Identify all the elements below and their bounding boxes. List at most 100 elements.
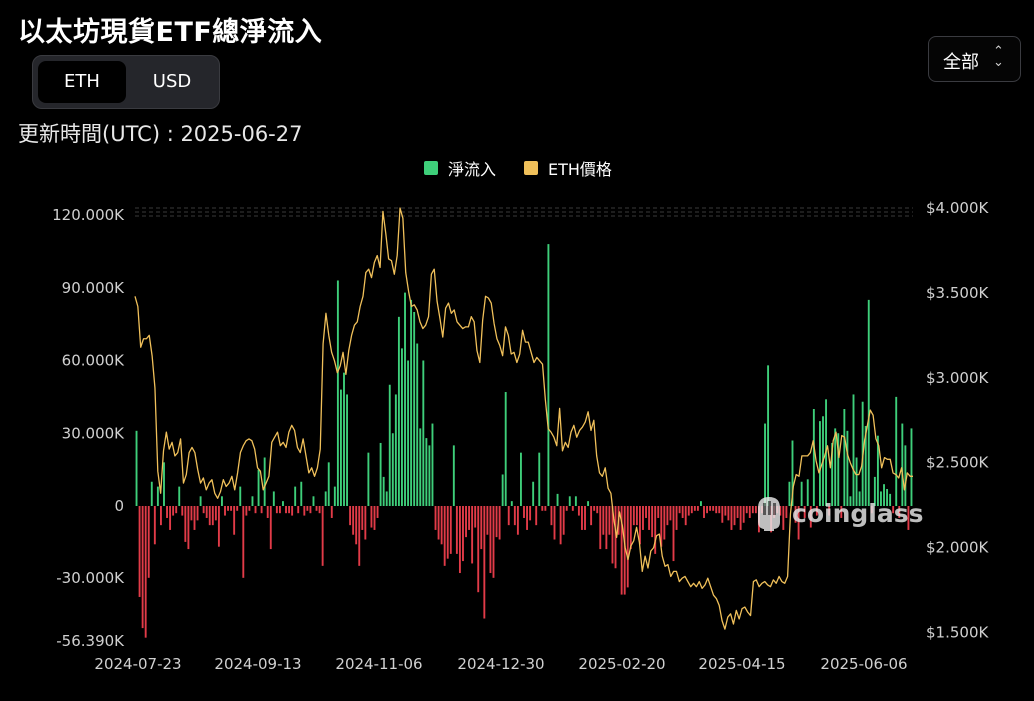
watermark: coinglass (752, 494, 923, 532)
outflow-bar (172, 506, 175, 516)
eth-price-line (134, 207, 913, 630)
inflow-bar (876, 435, 879, 506)
outflow-bar (666, 506, 669, 526)
usd-toggle-button[interactable]: USD (152, 71, 192, 92)
outflow-bar (260, 506, 263, 514)
outflow-bar (483, 506, 486, 619)
outflow-bar (495, 506, 498, 538)
outflow-bar (571, 506, 574, 511)
outflow-bar (291, 506, 294, 516)
legend-item-price[interactable]: ETH價格 (524, 156, 612, 180)
inflow-bar (452, 445, 455, 507)
legend-item-inflow[interactable]: 淨流入 (424, 156, 496, 180)
left-tick-label: 90.000K (62, 279, 125, 297)
left-tick-label: 0 (114, 497, 124, 515)
inflow-bar (889, 493, 892, 507)
outflow-bar (373, 506, 376, 530)
outflow-bar (214, 506, 217, 521)
outflow-bar (730, 506, 733, 530)
inflow-bar (163, 462, 165, 506)
outflow-bar (559, 506, 562, 545)
outflow-bar (266, 506, 269, 518)
outflow-bar (187, 506, 190, 550)
outflow-bar (706, 506, 708, 514)
outflow-bar (355, 506, 358, 545)
outflow-bar (803, 506, 806, 518)
x-tick-label: 2024-11-06 (335, 655, 422, 673)
outflow-bar (175, 506, 178, 514)
outflow-bar (242, 506, 245, 578)
outflow-bar (815, 506, 818, 516)
outflow-bar (535, 506, 538, 526)
inflow-bar (257, 469, 260, 507)
outflow-bar (208, 506, 211, 526)
outflow-bar (623, 506, 626, 595)
inflow-bar (425, 438, 428, 506)
outflow-bar (153, 506, 156, 545)
coinglass-logo-icon (758, 497, 780, 531)
outflow-bar (455, 506, 458, 554)
outflow-bar (870, 506, 873, 514)
outflow-bar (544, 506, 547, 511)
inflow-bar (300, 481, 303, 506)
outflow-bar (193, 506, 196, 530)
outflow-bar (626, 506, 629, 588)
outflow-bar (190, 506, 193, 521)
legend-price-label: ETH價格 (548, 160, 612, 179)
outflow-bar (690, 506, 693, 514)
outflow-bar (352, 506, 355, 535)
inflow-bar (852, 394, 855, 506)
range-select[interactable]: 全部 ⌃ ⌄ (928, 36, 1021, 82)
outflow-bar (590, 506, 593, 526)
inflow-bar (574, 496, 577, 506)
outflow-bar (269, 506, 272, 550)
outflow-bar (309, 506, 312, 514)
inflow-bar (221, 496, 223, 506)
inflow-bar (700, 501, 702, 506)
outflow-bar (602, 506, 605, 535)
inflow-bar (272, 491, 275, 506)
right-tick-label: $4.000K (926, 199, 989, 217)
outflow-bar (648, 506, 651, 530)
inflow-bar (239, 486, 242, 506)
outflow-bar (489, 506, 492, 574)
outflow-bar (715, 506, 718, 514)
inflow-bar (837, 433, 840, 506)
outflow-bar (620, 506, 623, 595)
outflow-bar (739, 506, 742, 530)
outflow-bar (565, 506, 568, 511)
outflow-bar (507, 506, 510, 526)
eth-toggle-button[interactable]: ETH (38, 61, 126, 103)
outflow-bar (709, 506, 712, 511)
inflow-bar (532, 481, 535, 506)
left-tick-label: -56.390K (56, 632, 125, 650)
inflow-bar (199, 496, 202, 506)
inflow-bar (382, 476, 385, 506)
inflow-bar (873, 476, 876, 506)
right-tick-label: $2.000K (926, 539, 989, 557)
price-swatch-icon (524, 161, 538, 175)
outflow-bar (486, 506, 489, 535)
inflow-bar (510, 501, 513, 506)
inflow-bar (880, 491, 882, 506)
inflow-bar (336, 280, 339, 506)
x-tick-label: 2025-02-20 (578, 655, 665, 673)
outflow-bar (693, 506, 696, 511)
outflow-bar (898, 506, 901, 518)
outflow-bar (288, 506, 291, 514)
inflow-bar (812, 409, 815, 506)
outflow-bar (809, 506, 812, 528)
inflow-bar (788, 481, 791, 506)
inflow-bar (910, 428, 913, 506)
outflow-bar (330, 506, 333, 518)
inflow-bar (422, 360, 425, 506)
inflow-bar (886, 489, 889, 506)
updown-chevron-icon: ⌃ ⌄ (993, 44, 1004, 70)
outflow-bar (159, 506, 162, 526)
outflow-bar (794, 506, 797, 523)
right-tick-label: $2.500K (926, 454, 989, 472)
inflow-bar (333, 486, 336, 506)
outflow-bar (642, 506, 644, 530)
left-tick-label: 30.000K (62, 424, 125, 442)
inflow-bar (251, 496, 254, 506)
